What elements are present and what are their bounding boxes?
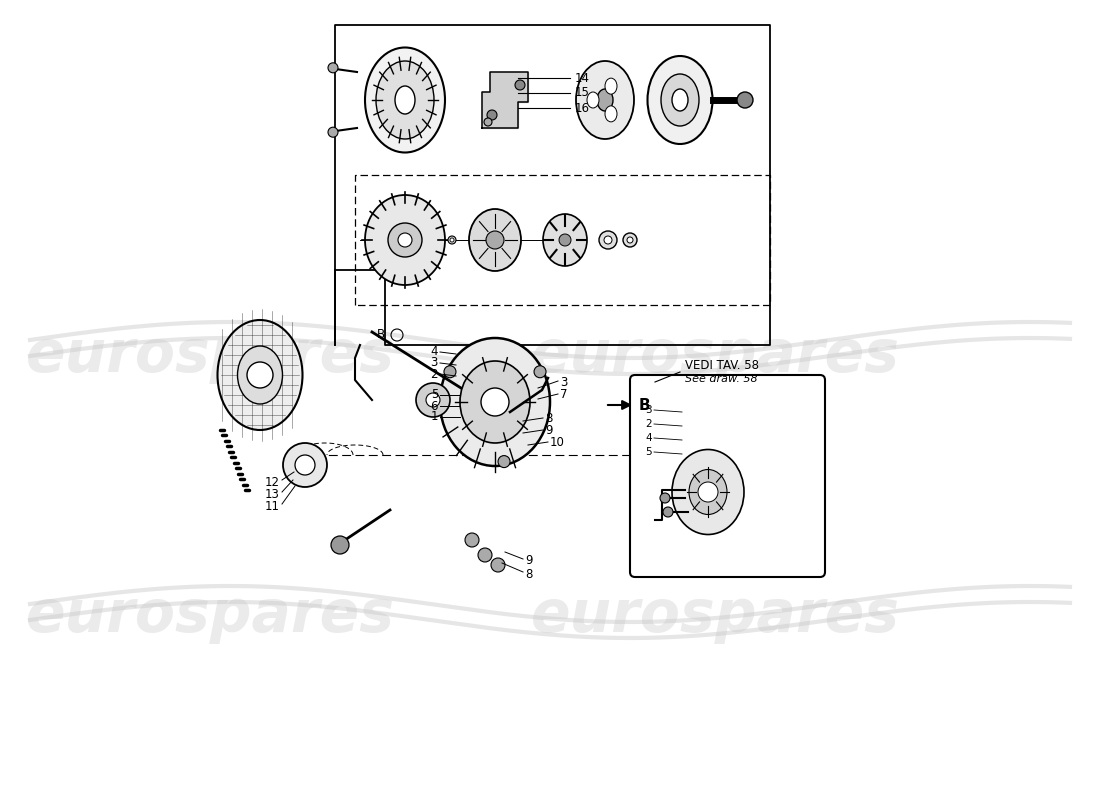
- Ellipse shape: [460, 361, 530, 443]
- Text: 15: 15: [575, 86, 590, 99]
- Circle shape: [328, 62, 338, 73]
- Ellipse shape: [376, 61, 435, 139]
- Circle shape: [623, 233, 637, 247]
- Circle shape: [627, 237, 632, 243]
- FancyBboxPatch shape: [630, 375, 825, 577]
- Circle shape: [660, 493, 670, 503]
- Text: 11: 11: [265, 499, 280, 513]
- Circle shape: [698, 482, 718, 502]
- Ellipse shape: [605, 78, 617, 94]
- Ellipse shape: [661, 74, 698, 126]
- Text: 14: 14: [575, 71, 590, 85]
- Text: 9: 9: [525, 554, 532, 566]
- Text: 2: 2: [430, 367, 438, 381]
- Text: 5: 5: [646, 447, 652, 457]
- Text: 16: 16: [575, 102, 590, 114]
- Circle shape: [450, 238, 454, 242]
- Circle shape: [416, 383, 450, 417]
- Text: 12: 12: [265, 475, 280, 489]
- Ellipse shape: [365, 47, 446, 153]
- Circle shape: [248, 362, 273, 388]
- Ellipse shape: [395, 86, 415, 114]
- Circle shape: [328, 127, 338, 138]
- Circle shape: [484, 118, 492, 126]
- Circle shape: [283, 443, 327, 487]
- Circle shape: [465, 533, 478, 547]
- Ellipse shape: [648, 56, 713, 144]
- Text: 13: 13: [265, 487, 280, 501]
- Circle shape: [663, 507, 673, 517]
- Ellipse shape: [218, 320, 302, 430]
- Polygon shape: [482, 72, 528, 128]
- Circle shape: [515, 80, 525, 90]
- Text: 9: 9: [544, 423, 552, 437]
- Text: 4: 4: [430, 346, 438, 358]
- Ellipse shape: [597, 89, 613, 111]
- Text: 7: 7: [560, 389, 568, 402]
- Ellipse shape: [469, 209, 521, 271]
- Circle shape: [388, 223, 422, 257]
- Text: eurospares: eurospares: [25, 327, 395, 385]
- Circle shape: [498, 455, 510, 467]
- Ellipse shape: [576, 61, 634, 139]
- Text: B: B: [377, 329, 385, 342]
- Text: 2: 2: [646, 419, 652, 429]
- Text: 6: 6: [430, 399, 438, 413]
- Text: 3: 3: [430, 357, 438, 370]
- Ellipse shape: [672, 89, 688, 111]
- Circle shape: [491, 558, 505, 572]
- Text: See draw. 58: See draw. 58: [685, 374, 758, 384]
- Text: eurospares: eurospares: [530, 327, 900, 385]
- Text: 4: 4: [646, 433, 652, 443]
- Circle shape: [444, 366, 456, 378]
- Text: VEDI TAV. 58: VEDI TAV. 58: [685, 358, 759, 371]
- Text: eurospares: eurospares: [530, 587, 900, 645]
- Circle shape: [604, 236, 612, 244]
- Text: 3: 3: [560, 375, 568, 389]
- Text: 8: 8: [544, 411, 552, 425]
- Ellipse shape: [672, 450, 744, 534]
- Circle shape: [426, 393, 440, 407]
- Text: 3: 3: [646, 405, 652, 415]
- Circle shape: [559, 234, 571, 246]
- Ellipse shape: [238, 346, 283, 404]
- Text: 8: 8: [525, 567, 532, 581]
- Text: 1: 1: [430, 410, 438, 423]
- Text: B: B: [639, 398, 650, 413]
- Circle shape: [331, 536, 349, 554]
- Circle shape: [398, 233, 412, 247]
- Ellipse shape: [440, 338, 550, 466]
- Circle shape: [737, 92, 754, 108]
- Ellipse shape: [587, 92, 600, 108]
- Ellipse shape: [365, 195, 446, 285]
- Circle shape: [534, 366, 546, 378]
- Circle shape: [481, 388, 509, 416]
- Circle shape: [487, 110, 497, 120]
- Circle shape: [486, 231, 504, 249]
- Text: eurospares: eurospares: [25, 587, 395, 645]
- Ellipse shape: [543, 214, 587, 266]
- Circle shape: [448, 236, 456, 244]
- Circle shape: [295, 455, 315, 475]
- Ellipse shape: [605, 106, 617, 122]
- Circle shape: [478, 548, 492, 562]
- Circle shape: [600, 231, 617, 249]
- Text: 10: 10: [550, 435, 565, 449]
- Ellipse shape: [689, 470, 727, 514]
- Text: 5: 5: [430, 389, 438, 402]
